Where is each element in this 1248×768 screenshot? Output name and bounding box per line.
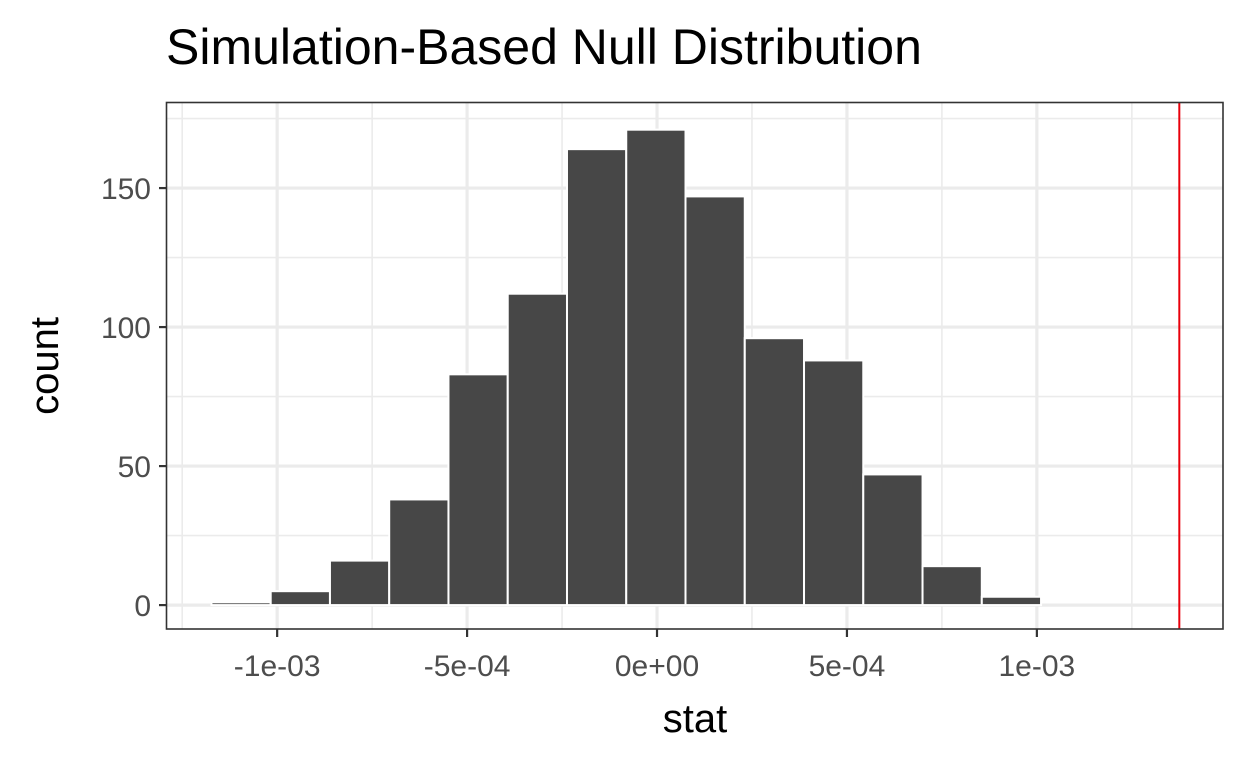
y-tick-label: 0	[134, 590, 151, 623]
histogram-bar	[388, 498, 450, 607]
histogram-bars	[210, 128, 1043, 607]
y-tick-label: 50	[118, 451, 151, 484]
histogram-bar	[565, 148, 628, 607]
x-axis: -1e-03 -5e-04 0e+00 5e-04 1e-03	[234, 629, 1075, 683]
histogram-bar	[980, 595, 1043, 607]
x-axis-title: stat	[663, 697, 727, 741]
histogram-bar	[328, 559, 391, 607]
histogram-bar	[921, 565, 983, 607]
y-axis-title: count	[23, 317, 67, 415]
y-tick-label: 150	[101, 173, 151, 206]
x-tick-label: -5e-04	[424, 650, 511, 683]
histogram-bar	[447, 373, 509, 607]
histogram-bar	[803, 359, 865, 607]
histogram-bar	[684, 195, 746, 607]
x-tick-label: 1e-03	[999, 650, 1076, 683]
x-tick-label: 0e+00	[615, 650, 699, 683]
y-axis: 0 50 100 150	[101, 173, 167, 623]
histogram-bar	[625, 128, 687, 607]
histogram-bar	[210, 601, 272, 607]
x-tick-label: 5e-04	[809, 650, 886, 683]
histogram-bar	[269, 590, 331, 607]
histogram-bar	[743, 337, 806, 607]
chart-title: Simulation-Based Null Distribution	[166, 19, 922, 75]
histogram-bar	[506, 292, 568, 607]
y-tick-label: 100	[101, 312, 151, 345]
panel-border	[165, 101, 1224, 630]
histogram-bar	[862, 473, 924, 607]
x-tick-label: -1e-03	[234, 650, 321, 683]
